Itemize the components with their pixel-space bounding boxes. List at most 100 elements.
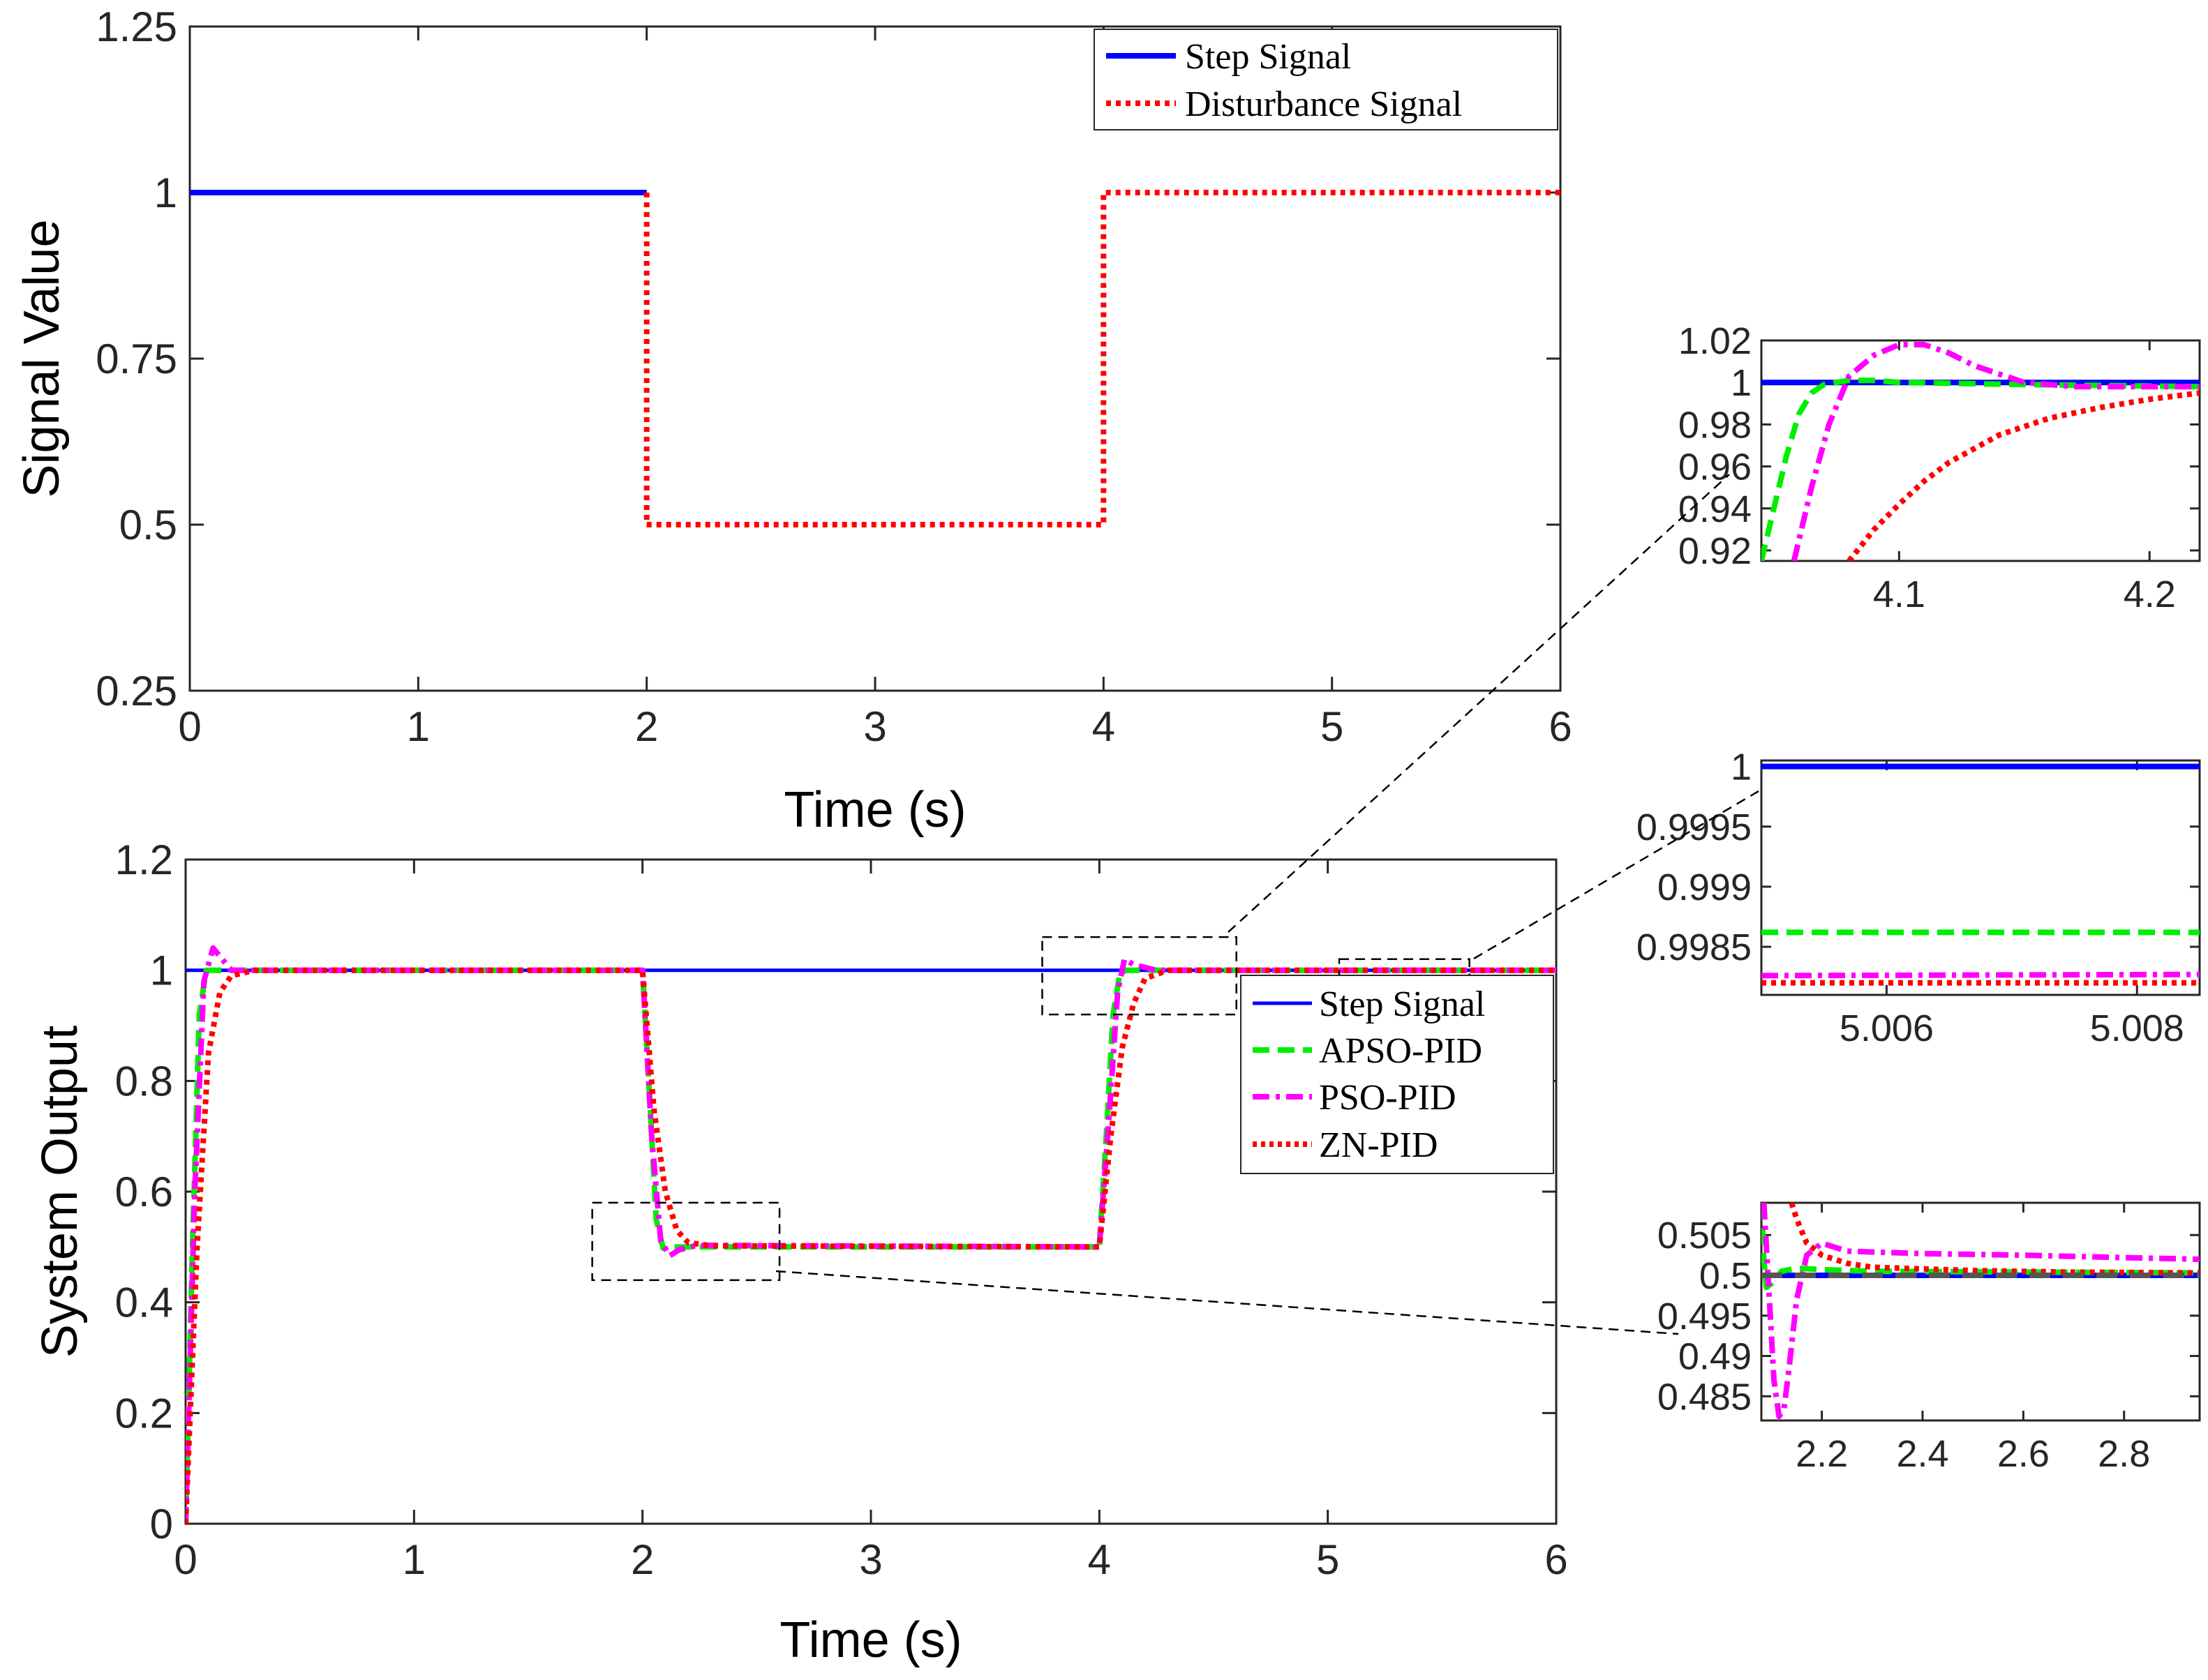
output-chart: 0 1 2 3 4 5 6 0 0.2 0.4 0.6 0.8 1 1.2 Time (s) Syste… [32,837,1568,1668]
output-xtick-label-2: 2 [631,1536,654,1583]
inset3-ytick-label-3: 0.5 [1699,1255,1752,1297]
signals-x-label: Time (s) [784,782,966,838]
inset3-ytick-label-2: 0.495 [1657,1296,1752,1337]
output-legend: Step Signal APSO-PID PSO-PID ZN-PID [1240,975,1554,1174]
inset-chart-2: 5.006 5.008 0.9985 0.999 0.9995 1 [1636,747,2201,1049]
output-x-ticks: 0 1 2 3 4 5 6 [174,860,1568,1583]
inset1-series-apso-pid [1761,377,2200,561]
inset1-ytick-label-3: 0.98 [1678,404,1752,446]
signals-ytick-label-2: 0.75 [96,336,177,382]
output-xtick-label-0: 0 [174,1536,197,1583]
signals-xtick-label-3: 3 [863,703,886,750]
inset2-xtick-label-1: 5.008 [2090,1007,2184,1049]
signals-xtick-label-6: 6 [1549,703,1572,750]
output-ytick-label-6: 1.2 [115,837,173,883]
signals-legend-step: Step Signal [1185,37,1351,77]
output-xtick-label-1: 1 [403,1536,426,1583]
inset2-ytick-label-3: 1 [1731,747,1752,788]
connector-inset3 [775,1270,1679,1335]
inset2-xtick-label-0: 5.006 [1840,1007,1934,1049]
signals-x-ticks: 0 1 2 3 4 5 6 [178,27,1572,750]
signals-xtick-label-0: 0 [178,703,201,750]
inset1-ytick-label-2: 0.96 [1678,447,1752,488]
signals-ytick-label-4: 1.25 [96,3,177,50]
inset3-series-zn-pid [1789,1203,2200,1276]
inset1-plot-area [1760,339,2201,562]
inset3-xtick-label-3: 2.8 [2098,1433,2150,1475]
signals-y-label: Signal Value [14,220,70,498]
inset2-ytick-label-0: 0.9985 [1636,927,1752,968]
signals-legend-disturbance: Disturbance Signal [1185,84,1462,124]
inset3-lines [1761,1203,2200,1420]
output-y-label: System Output [32,1026,88,1358]
inset3-ytick-label-1: 0.49 [1678,1336,1752,1378]
output-xtick-label-4: 4 [1088,1536,1111,1583]
inset1-ytick-label-1: 0.94 [1678,488,1752,530]
output-legend-apso: APSO-PID [1319,1031,1482,1071]
signals-xtick-label-1: 1 [407,703,430,750]
output-xtick-label-5: 5 [1316,1536,1339,1583]
output-ytick-label-5: 1 [150,947,173,994]
output-y-ticks: 0 0.2 0.4 0.6 0.8 1 1.2 [115,837,1556,1547]
zoom-box-1 [591,1201,781,1282]
output-x-label: Time (s) [779,1612,962,1668]
output-ytick-label-4: 0.8 [115,1058,173,1104]
output-lines [186,945,1556,1524]
inset2-ytick-label-1: 0.999 [1657,867,1752,908]
output-ytick-label-0: 0 [150,1501,173,1547]
connector-inset2 [1473,790,1759,960]
inset2-plot-area [1760,759,2201,996]
inset1-x-ticks: 4.1 4.2 [1873,340,2176,615]
inset1-xtick-label-0: 4.1 [1873,573,1925,615]
inset3-series-apso-pid [1761,1203,2200,1291]
signals-series-disturbance-signal [643,190,1560,527]
inset2-ytick-label-2: 0.9995 [1636,807,1752,848]
output-xtick-label-3: 3 [859,1536,882,1583]
output-ytick-label-2: 0.4 [115,1280,173,1326]
signals-xtick-label-2: 2 [635,703,658,750]
inset2-y-ticks: 0.9985 0.999 0.9995 1 [1636,747,2200,968]
inset1-ytick-label-5: 1.02 [1678,320,1752,362]
signals-ytick-label-3: 1 [154,170,177,216]
signals-xtick-label-5: 5 [1320,703,1343,750]
signals-ytick-label-1: 0.5 [119,502,177,548]
signals-lines [190,190,1560,527]
zoom-connectors [775,474,1759,1335]
inset1-xtick-label-1: 4.2 [2124,573,2176,615]
output-plot-area [184,858,1558,1525]
output-legend-zn: ZN-PID [1319,1125,1438,1165]
inset1-ytick-label-4: 1 [1731,362,1752,404]
output-series-pso-pid [186,945,1556,1524]
inset3-ytick-label-4: 0.505 [1657,1215,1752,1257]
output-ytick-label-1: 0.2 [115,1390,173,1437]
inset1-ytick-label-0: 0.92 [1678,530,1752,572]
inset1-series-pso-pid [1791,342,2200,561]
inset2-lines [1761,763,2200,986]
inset3-plot-area [1760,1201,2201,1422]
inset1-series-zn-pid [1847,390,2200,561]
output-legend-step: Step Signal [1319,984,1485,1024]
output-xtick-label-6: 6 [1544,1536,1567,1583]
inset3-xtick-label-2: 2.6 [1997,1433,2050,1475]
signals-legend-box [1094,29,1558,130]
signals-ytick-label-0: 0.25 [96,668,177,714]
inset3-series-pso-pid [1761,1203,2200,1420]
signals-plot-area [188,25,1562,692]
inset2-x-ticks: 5.006 5.008 [1840,760,2184,1049]
signals-y-ticks: 0.25 0.5 0.75 1 1.25 [96,3,1560,714]
zoom-box-2 [1041,936,1237,1016]
inset3-x-ticks: 2.2 2.4 2.6 2.8 [1796,1203,2150,1475]
inset3-xtick-label-1: 2.4 [1896,1433,1948,1475]
signals-legend: Step Signal Disturbance Signal [1094,29,1558,130]
connector-inset1 [1228,474,1730,933]
inset3-xtick-label-0: 2.2 [1796,1433,1848,1475]
output-ytick-label-3: 0.6 [115,1169,173,1215]
signals-xtick-label-4: 4 [1092,703,1115,750]
inset3-ytick-label-0: 0.485 [1657,1376,1752,1418]
inset1-lines [1761,342,2200,561]
